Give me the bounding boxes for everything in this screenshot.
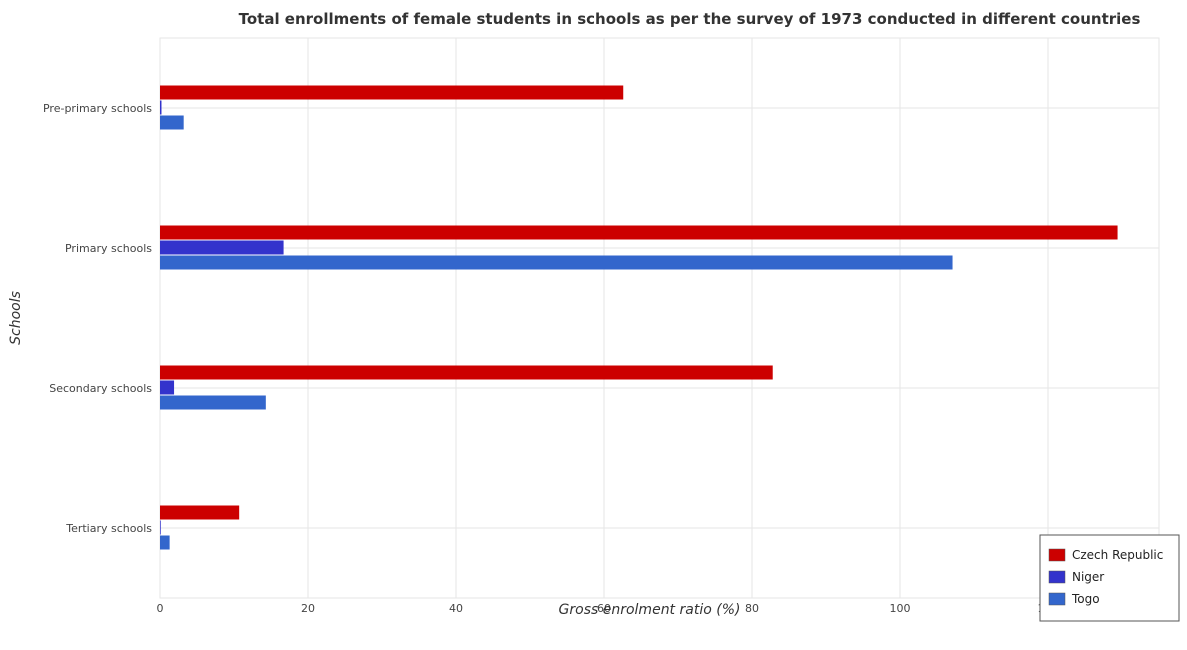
legend: Czech Republic Niger Togo xyxy=(1039,534,1180,622)
x-axis-title: Gross enrolment ratio (%) xyxy=(559,602,741,618)
x-tick-label: 100 xyxy=(890,602,911,615)
legend-entry: Niger xyxy=(1072,570,1104,584)
bar-czech-republic xyxy=(160,365,773,380)
bar-niger xyxy=(160,100,162,115)
x-tick-label: 60 xyxy=(597,602,611,615)
x-tick-label: 0 xyxy=(157,602,164,615)
bar-niger xyxy=(160,380,175,395)
y-tick-label: Tertiary schools xyxy=(65,522,152,535)
y-tick-label: Primary schools xyxy=(65,242,152,255)
bar-niger xyxy=(160,520,161,535)
y-tick-label: Pre-primary schools xyxy=(43,102,152,115)
chart-title: Total enrollments of female students in … xyxy=(239,10,1141,28)
bar-niger xyxy=(160,240,284,255)
bar-togo xyxy=(160,535,170,550)
bar-togo xyxy=(160,255,953,270)
bar-czech-republic xyxy=(160,85,624,100)
y-tick-label: Secondary schools xyxy=(49,382,152,395)
legend-swatch xyxy=(1048,570,1066,584)
y-axis: Pre-primary schools Primary schools Second… xyxy=(43,102,152,535)
x-tick-label: 40 xyxy=(449,602,463,615)
legend-swatch xyxy=(1048,592,1066,606)
grid xyxy=(159,37,1160,599)
legend-swatch xyxy=(1048,548,1066,562)
y-axis-title: Schools xyxy=(8,291,24,345)
legend-entry: Togo xyxy=(1071,592,1100,606)
bar-togo xyxy=(160,115,184,130)
bar-czech-republic xyxy=(160,225,1118,240)
x-tick-label: 20 xyxy=(301,602,315,615)
plot-frame xyxy=(159,37,1160,599)
legend-entry: Czech Republic xyxy=(1072,548,1163,562)
bars xyxy=(160,85,1118,550)
bar-togo xyxy=(160,395,266,410)
bar-czech-republic xyxy=(160,505,240,520)
x-tick-label: 80 xyxy=(745,602,759,615)
